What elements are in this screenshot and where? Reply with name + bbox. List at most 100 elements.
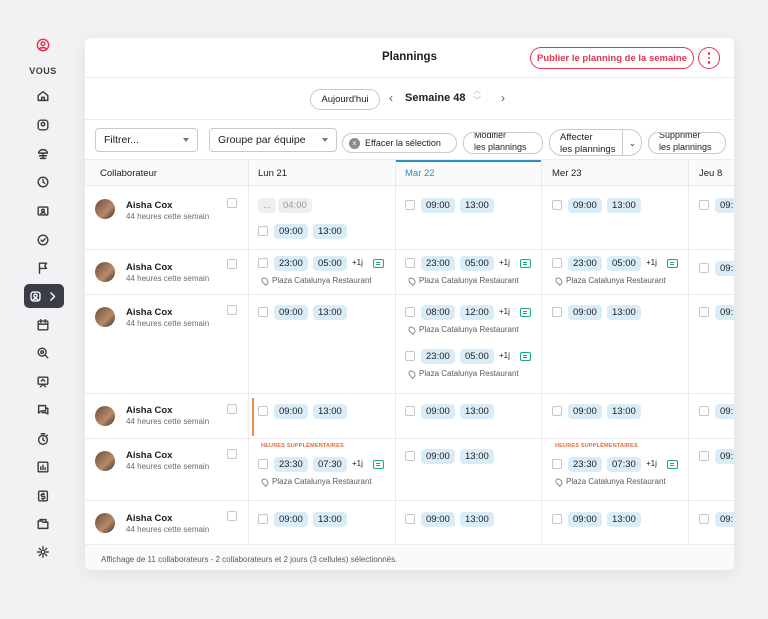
filter-select[interactable]: Filtrer...	[95, 128, 198, 152]
shift-time[interactable]: 13:00	[607, 512, 641, 527]
check-circle-icon[interactable]	[20, 228, 66, 252]
shift-time[interactable]: 09:00	[568, 512, 602, 527]
shift-time[interactable]: 09:00	[421, 198, 455, 213]
shift-checkbox[interactable]	[258, 514, 268, 524]
shift-checkbox[interactable]	[258, 406, 268, 416]
shift-time[interactable]: 13:00	[460, 449, 494, 464]
shift-time[interactable]: 09:	[715, 512, 734, 527]
avatar[interactable]	[95, 199, 115, 219]
shift-checkbox[interactable]	[699, 514, 709, 524]
shift-time[interactable]: 13:00	[313, 305, 347, 320]
shift-time[interactable]: 08:00	[421, 305, 455, 320]
assign-schedules-button[interactable]: Affecter les plannings ⌄	[549, 129, 642, 156]
shift-time[interactable]: 13:00	[313, 512, 347, 527]
today-button[interactable]: Aujourd'hui	[310, 89, 380, 110]
message-icon[interactable]	[373, 259, 384, 268]
smiley-icon[interactable]	[20, 113, 66, 137]
calendar-icon[interactable]	[20, 313, 66, 337]
shift-checkbox[interactable]	[699, 263, 709, 273]
row-checkbox[interactable]	[227, 404, 237, 414]
shift-time[interactable]: 23:00	[421, 256, 455, 271]
shift-time[interactable]: 09:	[715, 404, 734, 419]
shift-checkbox[interactable]	[552, 258, 562, 268]
row-checkbox[interactable]	[227, 259, 237, 269]
message-icon[interactable]	[373, 460, 384, 469]
shift-time[interactable]: 12:00	[460, 305, 494, 320]
message-icon[interactable]	[520, 352, 531, 361]
shift-time[interactable]: 07:30	[313, 457, 347, 472]
avatar[interactable]	[95, 406, 115, 426]
chevron-right-icon[interactable]: ›	[501, 91, 505, 105]
employee-name[interactable]: Aisha Cox	[126, 200, 173, 211]
shift-time[interactable]: 09:00	[274, 404, 308, 419]
shift-time[interactable]: 09:	[715, 449, 734, 464]
shift-time[interactable]: 13:00	[607, 198, 641, 213]
shift-time[interactable]: 05:00	[460, 349, 494, 364]
shift-time[interactable]: 13:00	[313, 404, 347, 419]
shift-checkbox[interactable]	[405, 258, 415, 268]
col-thu[interactable]: Jeu 8	[699, 168, 723, 179]
shift-time[interactable]: 05:00	[313, 256, 347, 271]
shift-checkbox[interactable]	[405, 406, 415, 416]
avatar[interactable]	[95, 262, 115, 282]
row-checkbox[interactable]	[227, 305, 237, 315]
dollar-doc-icon[interactable]	[20, 484, 66, 508]
avatar[interactable]	[95, 451, 115, 471]
shift-time[interactable]: 09:00	[421, 449, 455, 464]
shift-time[interactable]: 23:00	[421, 349, 455, 364]
chat-icon[interactable]	[20, 398, 66, 422]
home-icon[interactable]	[20, 84, 66, 108]
folder-icon[interactable]	[20, 512, 66, 536]
shift-time[interactable]: 23:30	[568, 457, 602, 472]
chevron-left-icon[interactable]: ‹	[389, 91, 393, 105]
row-checkbox[interactable]	[227, 449, 237, 459]
publish-week-button[interactable]: Publier le planning de la semaine	[530, 47, 694, 69]
chart-icon[interactable]	[20, 455, 66, 479]
shift-time[interactable]: 09:00	[274, 305, 308, 320]
employee-name[interactable]: Aisha Cox	[126, 513, 173, 524]
gear-icon[interactable]	[20, 540, 66, 564]
employee-name[interactable]: Aisha Cox	[126, 262, 173, 273]
shift-time[interactable]: 13:00	[460, 198, 494, 213]
shift-checkbox[interactable]	[552, 307, 562, 317]
shift-checkbox[interactable]	[258, 459, 268, 469]
shift-checkbox[interactable]	[405, 351, 415, 361]
presentation-icon[interactable]	[20, 370, 66, 394]
shift-time[interactable]: 13:00	[607, 305, 641, 320]
shift-checkbox[interactable]	[405, 200, 415, 210]
shift-time[interactable]: 23:00	[568, 256, 602, 271]
stopwatch-icon[interactable]	[20, 427, 66, 451]
col-employee[interactable]: Collaborateur	[100, 168, 158, 179]
shift-checkbox[interactable]	[552, 459, 562, 469]
shift-time[interactable]: 05:00	[607, 256, 641, 271]
shift-checkbox[interactable]	[699, 451, 709, 461]
col-mon[interactable]: Lun 21	[258, 168, 288, 179]
shift-time[interactable]: 09:00	[568, 404, 602, 419]
shift-checkbox[interactable]	[699, 307, 709, 317]
shift-checkbox[interactable]	[258, 307, 268, 317]
shift-time[interactable]: 13:00	[460, 512, 494, 527]
more-options-button[interactable]	[698, 47, 720, 69]
employee-name[interactable]: Aisha Cox	[126, 405, 173, 416]
shift-checkbox[interactable]	[699, 200, 709, 210]
users-active-item[interactable]	[24, 284, 64, 308]
shift-time[interactable]: 09:	[715, 305, 734, 320]
shift-checkbox[interactable]	[405, 514, 415, 524]
shift-time[interactable]: 13:00	[460, 404, 494, 419]
shift-ellipsis[interactable]: ...	[258, 198, 276, 213]
shift-checkbox[interactable]	[405, 307, 415, 317]
message-icon[interactable]	[520, 308, 531, 317]
clock-icon[interactable]	[20, 170, 66, 194]
message-icon[interactable]	[667, 259, 678, 268]
shift-time[interactable]: 13:00	[313, 224, 347, 239]
shift-checkbox[interactable]	[552, 200, 562, 210]
group-by-select[interactable]: Groupe par équipe	[209, 128, 337, 152]
employee-name[interactable]: Aisha Cox	[126, 307, 173, 318]
row-checkbox[interactable]	[227, 511, 237, 521]
chevron-down-icon[interactable]: ⌄	[629, 139, 636, 148]
shift-checkbox[interactable]	[552, 406, 562, 416]
col-wed[interactable]: Mer 23	[552, 168, 582, 179]
message-icon[interactable]	[520, 259, 531, 268]
shift-time[interactable]: 09:00	[274, 512, 308, 527]
message-icon[interactable]	[667, 460, 678, 469]
